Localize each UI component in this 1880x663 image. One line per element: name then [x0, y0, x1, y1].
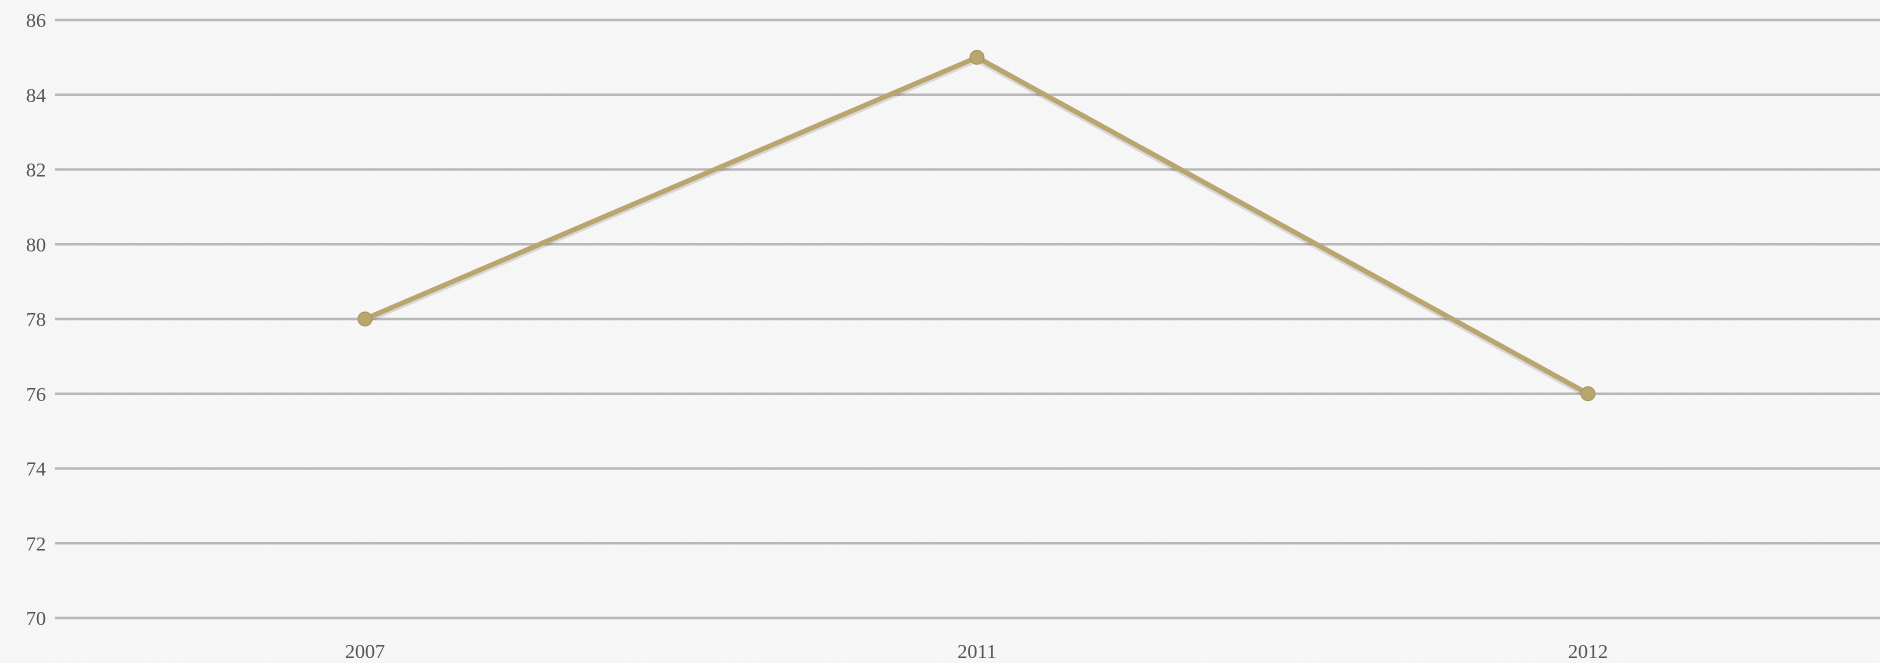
y-tick-label: 76: [26, 384, 46, 406]
x-tick-label: 2012: [1568, 641, 1608, 663]
y-tick-label: 78: [26, 309, 46, 331]
data-point-2012[interactable]: [1580, 386, 1596, 402]
series-layer: [357, 49, 1596, 402]
y-tick-label: 80: [26, 234, 46, 256]
x-axis-ticks: 2007 2011 2012: [345, 641, 1608, 663]
y-tick-label: 72: [26, 533, 46, 555]
x-tick-label: 2011: [957, 641, 996, 663]
x-tick-label: 2007: [345, 641, 385, 663]
y-axis-ticks: 70 72 74 76 78 80 82 84 86: [26, 10, 46, 630]
series-line-shadow: [363, 56, 1590, 399]
y-tick-label: 82: [26, 160, 46, 182]
y-tick-label: 74: [26, 459, 46, 481]
data-point-2007[interactable]: [357, 311, 373, 327]
data-point-2011[interactable]: [969, 49, 985, 65]
y-tick-label: 70: [26, 608, 46, 630]
y-tick-label: 86: [26, 10, 46, 32]
series-line: [362, 54, 1591, 397]
gridlines: [55, 18, 1880, 620]
y-tick-label: 84: [26, 85, 46, 107]
